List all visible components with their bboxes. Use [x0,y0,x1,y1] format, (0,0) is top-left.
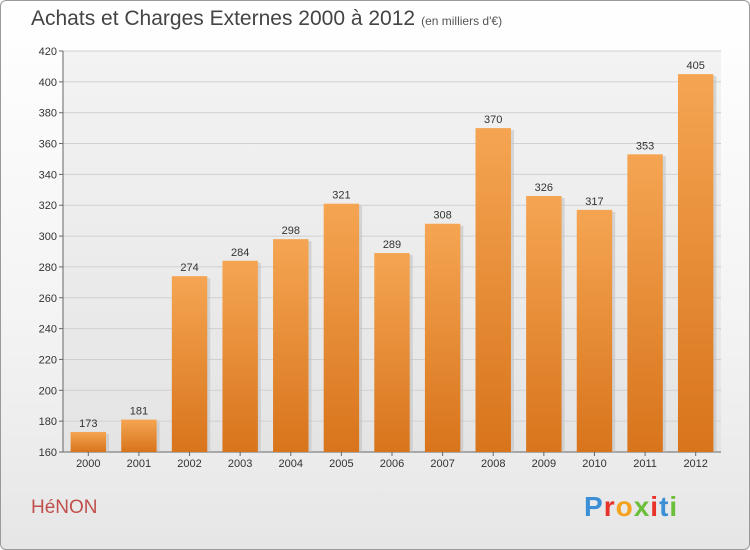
y-tick-label: 320 [39,200,57,212]
data-label: 405 [687,60,705,72]
y-tick-label: 420 [39,46,57,58]
x-tick-label: 2007 [430,458,454,470]
bar [70,431,107,452]
data-label: 326 [535,182,553,194]
logo-letter: i [650,491,660,522]
x-tick-label: 2008 [481,458,505,470]
bar [222,260,258,452]
y-tick-label: 220 [39,354,57,366]
chart-title: Achats et Charges Externes 2000 à 2012 (e… [31,7,502,31]
data-label: 284 [231,247,249,259]
bar [374,253,410,452]
proxiti-logo: Proxiti [584,491,678,523]
bar [323,203,360,452]
bar [273,239,309,452]
x-tick-label: 2011 [633,458,657,470]
chart-unit: (en milliers d'€) [421,14,503,28]
data-label: 298 [282,225,300,237]
x-tick-label: 2005 [329,458,353,470]
bar [526,195,562,452]
x-tick-label: 2006 [380,458,404,470]
y-tick-label: 340 [39,169,57,181]
data-label: 321 [332,190,350,202]
bar [171,276,208,452]
data-label: 317 [585,196,603,208]
logo-letter: P [584,491,604,522]
logo-letter: t [659,491,670,522]
bar [424,223,461,452]
data-label: 274 [180,262,198,274]
bar [677,74,714,452]
y-tick-label: 300 [39,231,57,243]
commune-name: HéNON [31,497,98,518]
y-tick-label: 180 [39,416,57,428]
x-tick-label: 2001 [127,458,151,470]
chart-title-text: Achats et Charges Externes 2000 à 2012 [31,7,416,30]
data-label: 353 [636,140,654,152]
y-tick-label: 260 [39,293,57,305]
y-tick-label: 380 [39,108,57,120]
logo-letter: o [615,491,634,522]
bar [627,154,663,453]
x-tick-label: 2004 [279,458,303,470]
x-tick-label: 2002 [177,458,201,470]
y-tick-label: 160 [39,447,57,459]
x-tick-label: 2012 [683,458,707,470]
data-label: 370 [484,114,502,126]
x-tick-label: 2000 [76,458,100,470]
data-label: 289 [383,239,401,251]
bar [475,128,511,452]
bar [121,419,157,452]
y-tick-label: 200 [39,385,57,397]
logo-letter: r [603,491,616,522]
data-label: 308 [433,210,451,222]
bar [576,209,613,452]
y-tick-label: 240 [39,324,57,336]
y-tick-label: 360 [39,139,57,151]
data-label: 173 [79,418,97,430]
y-tick-label: 280 [39,262,57,274]
x-tick-label: 2010 [582,458,606,470]
data-label: 181 [130,406,148,418]
x-tick-label: 2003 [228,458,252,470]
x-tick-label: 2009 [532,458,556,470]
logo-letter: x [633,491,651,522]
y-tick-label: 400 [39,77,57,89]
logo-letter: i [669,491,679,522]
